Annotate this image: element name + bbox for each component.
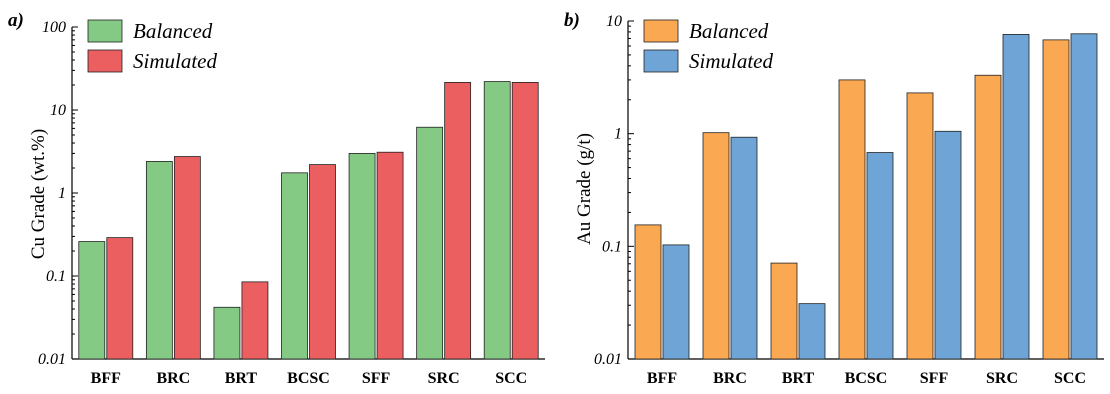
panel-label-b: b) — [564, 10, 580, 31]
bar-brc-simulated — [730, 136, 758, 360]
bar-sff-simulated — [376, 151, 404, 360]
bar-bcsc-simulated — [309, 164, 336, 360]
x-tick-label: BRC — [713, 370, 747, 387]
bar-scc-simulated — [1070, 33, 1098, 360]
chart-panel-b: b) Au Grade (g/t) 0.01 0.1 1 10 BFF BRC BRT BC… — [564, 10, 1104, 387]
bar-brt-simulated — [798, 303, 826, 360]
legend-label-simulated: Simulated — [133, 49, 217, 73]
legend-a: Balanced Simulated — [87, 19, 217, 73]
bar-bff-balanced — [634, 224, 662, 360]
legend-label-simulated: Simulated — [689, 49, 773, 73]
legend-label-balanced: Balanced — [133, 19, 213, 43]
y-axis-title-b: Au Grade (g/t) — [574, 133, 595, 245]
y-tick-label: 1 — [58, 185, 66, 202]
x-tick-label: SFF — [362, 370, 391, 387]
x-tick-label: SFF — [920, 370, 949, 387]
y-tick-label: 0.01 — [594, 351, 622, 368]
bar-bff-simulated — [106, 237, 134, 360]
bar-bcsc-balanced — [281, 172, 308, 360]
panel-label-a: a) — [8, 10, 24, 31]
x-tick-label: BRT — [225, 370, 258, 387]
bar-scc-balanced — [483, 81, 511, 360]
y-tick-label: 100 — [42, 19, 66, 36]
bar-sff-balanced — [348, 152, 376, 360]
category-labels-a: BFF BRC BRT BCSC SFF SRC SCC — [91, 370, 528, 387]
y-axis-title-a: Cu Grade (wt.%) — [28, 129, 49, 259]
bar-src-balanced — [974, 74, 1002, 360]
legend-b: Balanced Simulated — [643, 19, 773, 73]
legend-swatch-balanced — [87, 19, 123, 43]
bar-brc-balanced — [145, 161, 173, 360]
x-tick-label: BRC — [156, 370, 190, 387]
bar-sff-simulated — [934, 130, 962, 360]
y-tick-label: 10 — [606, 13, 622, 30]
bar-brt-balanced — [770, 262, 798, 360]
bar-brc-simulated — [173, 156, 201, 360]
bar-scc-balanced — [1042, 39, 1070, 360]
bar-brc-balanced — [702, 132, 730, 360]
legend-swatch-simulated — [643, 49, 679, 73]
bar-src-balanced — [416, 126, 444, 360]
bar-brt-balanced — [213, 306, 241, 360]
x-tick-label: BFF — [91, 370, 121, 387]
bar-bcsc-simulated — [866, 152, 894, 360]
bar-src-simulated — [1002, 34, 1030, 360]
x-tick-label: SRC — [986, 370, 1018, 387]
y-tick-label: 1 — [614, 126, 622, 143]
bar-bff-balanced — [78, 241, 106, 360]
x-tick-label: BCSC — [845, 370, 888, 387]
y-tick-label: 0.1 — [602, 238, 622, 255]
legend-swatch-simulated — [87, 49, 123, 73]
y-tick-label: 0.1 — [46, 268, 66, 285]
x-tick-label: SRC — [428, 370, 460, 387]
category-labels-b: BFF BRC BRT BCSC SFF SRC SCC — [647, 370, 1086, 387]
bar-src-simulated — [444, 82, 472, 360]
x-tick-label: BRT — [782, 370, 815, 387]
bars-group-b — [634, 33, 1098, 360]
legend-label-balanced: Balanced — [689, 19, 769, 43]
bar-scc-simulated — [511, 82, 539, 360]
x-tick-label: SCC — [1054, 370, 1086, 387]
bar-bcsc-balanced — [838, 79, 866, 360]
x-tick-label: SCC — [495, 370, 527, 387]
bar-sff-balanced — [906, 92, 934, 360]
x-tick-label: BFF — [647, 370, 677, 387]
bar-brt-simulated — [241, 281, 269, 360]
legend-swatch-balanced — [643, 19, 679, 43]
y-tick-label: 10 — [50, 102, 66, 119]
y-tick-label: 0.01 — [38, 351, 66, 368]
bars-group-a — [78, 81, 539, 360]
bar-bff-simulated — [662, 244, 690, 360]
x-tick-label: BCSC — [287, 370, 330, 387]
